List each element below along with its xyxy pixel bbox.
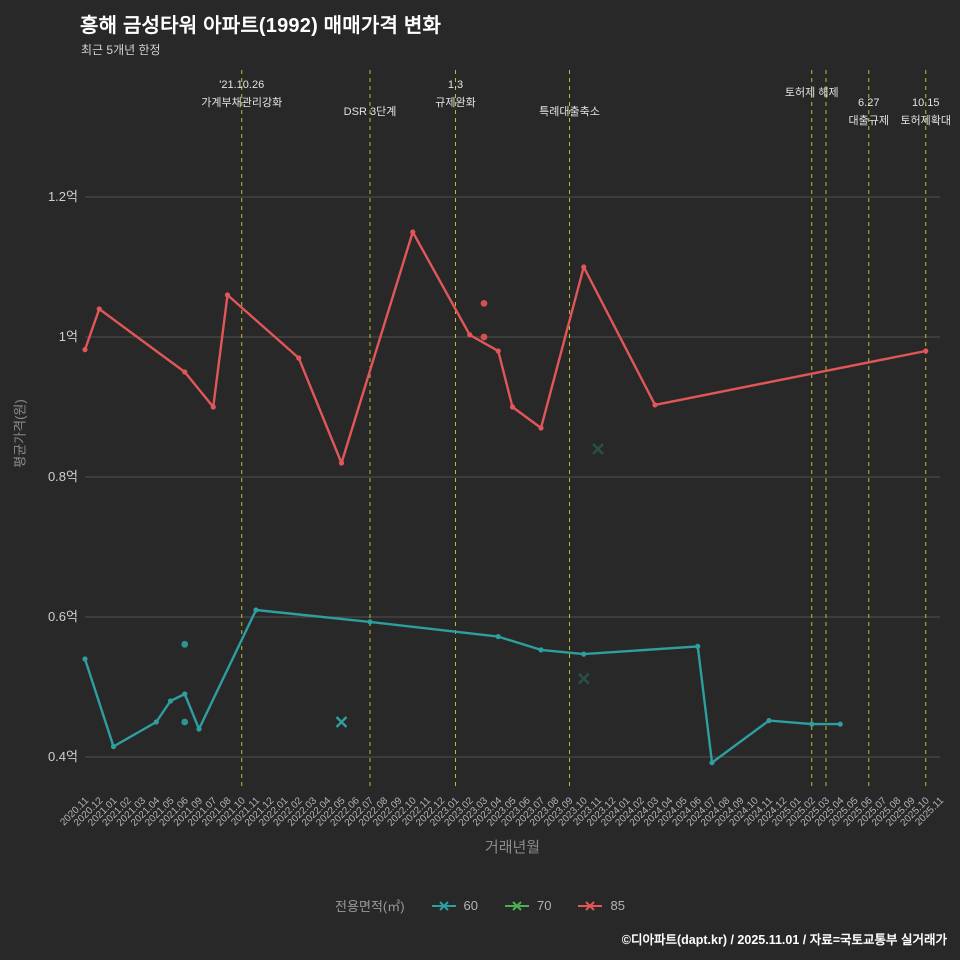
event-label: 토허제 해제 xyxy=(785,85,839,99)
outlier-dot-85 xyxy=(480,333,488,341)
event-label: 1.3 xyxy=(448,79,463,91)
data-point-60 xyxy=(82,656,88,662)
data-point-60 xyxy=(837,721,843,727)
data-point-85 xyxy=(96,306,102,312)
y-tick-label: 0.4억 xyxy=(48,749,78,764)
data-point-60 xyxy=(809,721,815,727)
legend-item-85[interactable]: 85 xyxy=(577,898,625,913)
data-point-60 xyxy=(153,719,159,725)
legend-marker-70-icon xyxy=(505,900,530,911)
event-label: '21.10.26 xyxy=(219,79,264,91)
y-axis-title: 평균가격(원) xyxy=(12,399,28,468)
data-point-85 xyxy=(467,332,473,338)
page-title: 흥해 금성타워 아파트(1992) 매매가격 변화 xyxy=(80,15,442,37)
legend-item-60[interactable]: 60 xyxy=(431,898,478,913)
data-point-60 xyxy=(538,647,544,653)
data-point-85 xyxy=(410,229,416,235)
event-label: 토허제확대 xyxy=(900,114,951,127)
legend-title: 전용면적(㎡) xyxy=(335,899,405,914)
data-point-60 xyxy=(182,691,188,697)
data-point-60 xyxy=(110,743,117,750)
data-point-85 xyxy=(224,292,231,298)
event-label: 대출규제 xyxy=(849,114,889,127)
legend: 전용면적(㎡) 60 70 85 xyxy=(0,896,960,915)
chart-subtitle: 최근 5개년 한정 xyxy=(81,43,161,57)
data-point-85 xyxy=(509,404,516,410)
data-point-60 xyxy=(196,726,202,732)
data-point-85 xyxy=(923,348,929,354)
y-tick-label: 1억 xyxy=(59,329,78,344)
data-point-85 xyxy=(538,425,544,431)
data-point-85 xyxy=(296,355,302,361)
event-label: DSR 3단계 xyxy=(344,105,397,118)
event-label: 6.27 xyxy=(858,97,879,109)
legend-item-70[interactable]: 70 xyxy=(504,898,551,913)
y-tick-label: 0.6억 xyxy=(48,609,78,624)
series-line-85 xyxy=(83,230,927,465)
data-point-60 xyxy=(167,698,174,704)
legend-marker-60-icon xyxy=(431,900,456,911)
cancel-x-marker xyxy=(592,443,604,455)
legend-label-85: 85 xyxy=(610,898,625,913)
outlier-dot-60 xyxy=(181,718,189,726)
footer-credit: ©디아파트(dapt.kr) / 2025.11.01 / 자료=국토교통부 실… xyxy=(621,933,947,947)
outlier-dot-85 xyxy=(480,300,488,307)
event-label: 특례대출축소 xyxy=(539,105,600,118)
data-point-85 xyxy=(82,347,88,353)
legend-label-60: 60 xyxy=(463,898,479,913)
data-point-85 xyxy=(652,402,658,408)
event-label: 규제완화 xyxy=(435,96,475,109)
data-point-85 xyxy=(210,404,216,410)
data-point-85 xyxy=(581,264,587,270)
data-point-60 xyxy=(581,651,587,657)
data-point-85 xyxy=(182,369,188,375)
data-point-85 xyxy=(495,348,501,354)
data-point-85 xyxy=(338,460,345,466)
legend-label-70: 70 xyxy=(537,898,552,913)
event-label: 가계부채관리강화 xyxy=(201,96,282,109)
event-label: 10.15 xyxy=(912,97,940,109)
y-tick-label: 1.2억 xyxy=(48,189,78,204)
data-point-60 xyxy=(367,619,373,625)
cancel-x-marker xyxy=(577,672,590,685)
data-point-60 xyxy=(695,643,701,650)
legend-marker-85-icon xyxy=(578,900,603,911)
data-point-60 xyxy=(495,634,501,640)
data-point-60 xyxy=(766,718,772,724)
data-point-60 xyxy=(709,760,715,766)
data-point-60 xyxy=(253,607,259,613)
cancel-x-marker xyxy=(335,716,348,728)
y-tick-label: 0.8억 xyxy=(48,469,78,484)
x-axis-title: 거래년월 xyxy=(484,839,541,856)
series-line-60 xyxy=(83,608,842,764)
outlier-dot-60 xyxy=(181,640,189,648)
